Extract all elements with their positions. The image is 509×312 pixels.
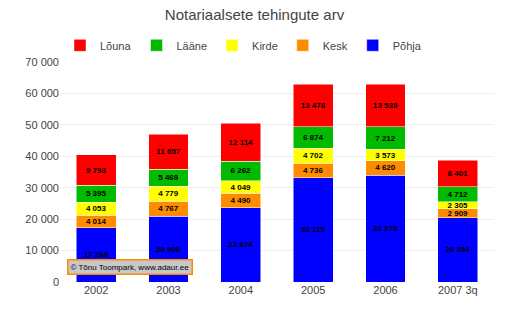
svg-text:2003: 2003 xyxy=(156,284,180,296)
svg-text:2005: 2005 xyxy=(301,284,325,296)
svg-text:2002: 2002 xyxy=(84,284,108,296)
svg-text:4 490: 4 490 xyxy=(231,196,252,205)
svg-text:50 000: 50 000 xyxy=(25,119,59,131)
svg-text:2 305: 2 305 xyxy=(448,201,469,210)
svg-text:Kesk: Kesk xyxy=(323,40,348,52)
svg-text:4 779: 4 779 xyxy=(158,189,179,198)
svg-text:10 000: 10 000 xyxy=(25,244,59,256)
svg-text:2004: 2004 xyxy=(229,284,253,296)
svg-text:20 900: 20 900 xyxy=(156,245,181,254)
svg-text:5 395: 5 395 xyxy=(86,189,107,198)
svg-text:0: 0 xyxy=(53,276,59,288)
svg-text:20 394: 20 394 xyxy=(445,245,470,254)
svg-text:4 014: 4 014 xyxy=(86,217,107,226)
svg-text:6 262: 6 262 xyxy=(231,166,252,175)
svg-text:© Tõnu Toompark, www.adaur.ee: © Tõnu Toompark, www.adaur.ee xyxy=(71,263,190,272)
svg-text:6 874: 6 874 xyxy=(303,133,324,142)
svg-text:8 401: 8 401 xyxy=(448,169,469,178)
svg-text:5 469: 5 469 xyxy=(158,173,179,182)
svg-text:12 114: 12 114 xyxy=(229,138,254,147)
svg-text:Lääne: Lääne xyxy=(176,40,207,52)
svg-text:9 793: 9 793 xyxy=(86,166,107,175)
svg-text:17 268: 17 268 xyxy=(84,250,109,259)
svg-text:13 478: 13 478 xyxy=(301,101,326,110)
svg-text:4 702: 4 702 xyxy=(303,151,324,160)
svg-text:13 539: 13 539 xyxy=(373,101,398,110)
svg-text:Kirde: Kirde xyxy=(252,40,278,52)
svg-text:40 000: 40 000 xyxy=(25,150,59,162)
svg-text:4 620: 4 620 xyxy=(375,163,396,172)
svg-text:23 674: 23 674 xyxy=(228,240,253,249)
svg-text:4 049: 4 049 xyxy=(231,183,252,192)
svg-text:60 000: 60 000 xyxy=(25,87,59,99)
svg-text:4 767: 4 767 xyxy=(158,204,179,213)
svg-text:33 978: 33 978 xyxy=(373,224,398,233)
svg-text:30 000: 30 000 xyxy=(25,182,59,194)
svg-text:4 053: 4 053 xyxy=(86,204,107,213)
svg-text:70 000: 70 000 xyxy=(25,56,59,68)
svg-text:4 712: 4 712 xyxy=(448,190,469,199)
svg-text:2 909: 2 909 xyxy=(448,209,469,218)
svg-text:Notariaalsete tehingute arv: Notariaalsete tehingute arv xyxy=(165,6,345,23)
svg-text:Lõuna: Lõuna xyxy=(100,40,131,52)
svg-text:7 212: 7 212 xyxy=(375,134,396,143)
svg-text:4 736: 4 736 xyxy=(303,166,324,175)
svg-text:11 057: 11 057 xyxy=(156,147,181,156)
svg-text:2007 3q: 2007 3q xyxy=(438,284,478,296)
svg-text:Põhja: Põhja xyxy=(393,40,422,52)
svg-text:2006: 2006 xyxy=(373,284,397,296)
svg-text:20 000: 20 000 xyxy=(25,213,59,225)
svg-text:33 115: 33 115 xyxy=(301,225,326,234)
svg-text:3 573: 3 573 xyxy=(375,151,396,160)
